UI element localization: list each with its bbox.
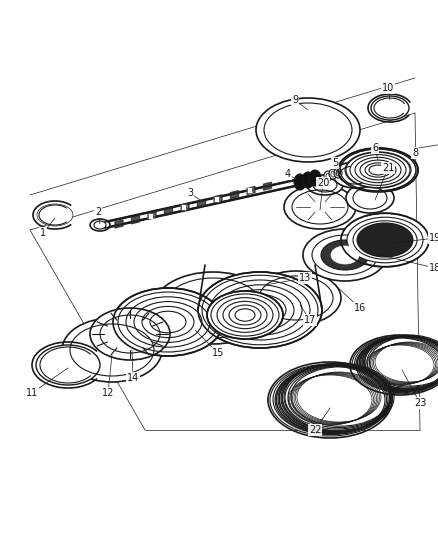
Polygon shape xyxy=(131,216,139,224)
Polygon shape xyxy=(148,212,156,220)
Ellipse shape xyxy=(270,364,390,436)
Ellipse shape xyxy=(353,221,417,259)
Ellipse shape xyxy=(90,219,110,231)
Text: 16: 16 xyxy=(354,303,366,313)
Ellipse shape xyxy=(284,185,356,229)
Polygon shape xyxy=(214,197,219,201)
Ellipse shape xyxy=(291,367,390,426)
Ellipse shape xyxy=(309,170,321,186)
Ellipse shape xyxy=(307,175,343,195)
Ellipse shape xyxy=(352,336,438,394)
Ellipse shape xyxy=(333,162,377,188)
Ellipse shape xyxy=(360,336,438,391)
Ellipse shape xyxy=(354,336,438,393)
Text: 13: 13 xyxy=(299,273,311,283)
Ellipse shape xyxy=(367,337,438,387)
Ellipse shape xyxy=(345,152,411,188)
Polygon shape xyxy=(105,180,295,228)
Ellipse shape xyxy=(371,96,409,120)
Ellipse shape xyxy=(321,240,369,270)
Text: 3: 3 xyxy=(187,188,193,198)
Text: 19: 19 xyxy=(429,233,438,243)
Ellipse shape xyxy=(279,365,390,432)
Text: 18: 18 xyxy=(429,263,438,273)
Text: 8: 8 xyxy=(412,148,418,158)
Ellipse shape xyxy=(370,337,438,386)
Ellipse shape xyxy=(90,308,170,360)
Ellipse shape xyxy=(256,98,360,162)
Ellipse shape xyxy=(113,288,223,356)
Polygon shape xyxy=(264,182,272,190)
Text: 21: 21 xyxy=(382,163,394,173)
Ellipse shape xyxy=(350,155,406,185)
Ellipse shape xyxy=(273,365,390,434)
Ellipse shape xyxy=(294,174,306,190)
Text: 1: 1 xyxy=(40,228,46,238)
Text: 14: 14 xyxy=(127,373,139,383)
Text: 20: 20 xyxy=(317,178,329,188)
Polygon shape xyxy=(165,207,173,215)
Ellipse shape xyxy=(357,223,413,257)
Ellipse shape xyxy=(340,149,416,191)
Ellipse shape xyxy=(357,336,438,392)
Text: 5: 5 xyxy=(332,158,338,168)
Polygon shape xyxy=(148,214,153,217)
Text: 12: 12 xyxy=(102,388,114,398)
Ellipse shape xyxy=(329,169,337,179)
Ellipse shape xyxy=(198,272,322,348)
Ellipse shape xyxy=(251,271,341,325)
Text: 11: 11 xyxy=(26,388,38,398)
Polygon shape xyxy=(115,220,123,228)
Polygon shape xyxy=(198,199,205,207)
Text: 6: 6 xyxy=(372,143,378,153)
Ellipse shape xyxy=(338,148,418,192)
Ellipse shape xyxy=(331,246,359,264)
Ellipse shape xyxy=(365,163,391,177)
Ellipse shape xyxy=(37,204,73,226)
Ellipse shape xyxy=(341,214,429,266)
Polygon shape xyxy=(247,188,252,192)
Ellipse shape xyxy=(355,157,401,183)
Polygon shape xyxy=(181,203,189,211)
Ellipse shape xyxy=(346,183,394,213)
Text: 17: 17 xyxy=(304,315,316,325)
Text: 22: 22 xyxy=(309,425,321,435)
Ellipse shape xyxy=(334,168,342,178)
Ellipse shape xyxy=(362,337,438,390)
Text: 2: 2 xyxy=(95,207,101,217)
Ellipse shape xyxy=(369,165,387,175)
Ellipse shape xyxy=(347,217,423,263)
Polygon shape xyxy=(214,195,222,203)
Text: 23: 23 xyxy=(414,398,426,408)
Ellipse shape xyxy=(282,366,390,431)
Ellipse shape xyxy=(207,291,283,339)
Text: 10: 10 xyxy=(382,83,394,93)
Ellipse shape xyxy=(62,318,162,382)
Ellipse shape xyxy=(276,365,390,433)
Ellipse shape xyxy=(36,345,100,385)
Text: 4: 4 xyxy=(285,169,291,179)
Ellipse shape xyxy=(302,172,314,188)
Polygon shape xyxy=(230,191,239,199)
Ellipse shape xyxy=(285,366,390,429)
Polygon shape xyxy=(181,205,186,209)
Ellipse shape xyxy=(364,337,438,389)
Ellipse shape xyxy=(303,229,387,281)
Ellipse shape xyxy=(360,160,396,180)
Ellipse shape xyxy=(324,171,332,181)
Text: 9: 9 xyxy=(292,95,298,105)
Text: 15: 15 xyxy=(212,348,224,358)
Ellipse shape xyxy=(288,366,390,427)
Polygon shape xyxy=(247,187,255,195)
Ellipse shape xyxy=(153,272,273,344)
Ellipse shape xyxy=(359,224,411,256)
